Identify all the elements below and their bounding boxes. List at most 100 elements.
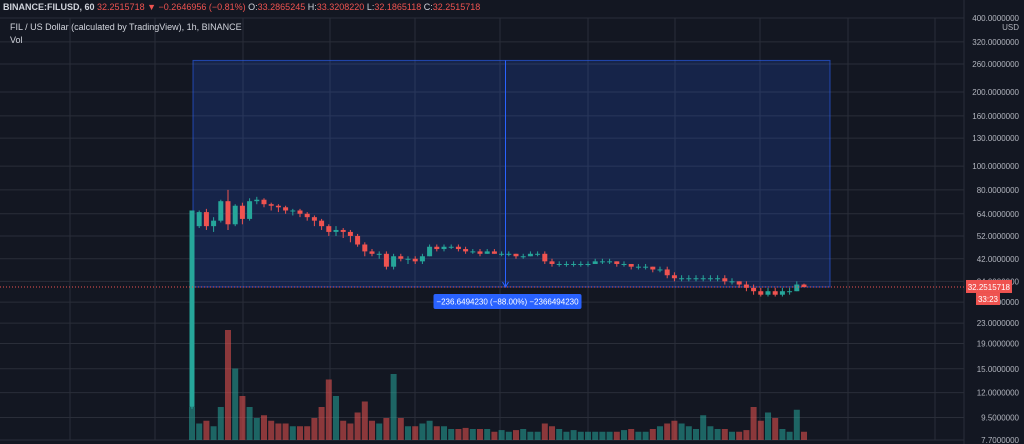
candle-body bbox=[369, 251, 375, 254]
candle-body bbox=[506, 253, 512, 255]
candle-body bbox=[571, 263, 577, 265]
volume-bar bbox=[779, 429, 786, 440]
candle-series bbox=[189, 189, 807, 409]
candle-body bbox=[218, 201, 224, 221]
volume-bar bbox=[664, 423, 671, 440]
candle-body bbox=[304, 213, 310, 218]
volume-bar bbox=[246, 407, 253, 440]
volume-bar bbox=[498, 430, 505, 440]
volume-bar bbox=[714, 429, 721, 440]
candle-body bbox=[347, 231, 353, 236]
candle-body bbox=[779, 291, 785, 295]
candle-body bbox=[700, 278, 706, 280]
candle-body bbox=[729, 281, 735, 283]
candle-body bbox=[578, 263, 584, 265]
price-change: −0.2646956 (−0.81%) bbox=[158, 2, 246, 12]
countdown-label: 33:23 bbox=[978, 295, 999, 304]
volume-bar bbox=[196, 423, 203, 440]
volume-bar bbox=[268, 420, 275, 440]
volume-bar bbox=[297, 426, 303, 440]
candle-body bbox=[607, 261, 613, 263]
volume-bar bbox=[448, 429, 455, 440]
volume-bar bbox=[757, 420, 764, 440]
candle-body bbox=[283, 207, 289, 211]
volume-bar bbox=[347, 423, 354, 440]
candle-body bbox=[448, 246, 454, 248]
volume-label[interactable]: Vol bbox=[10, 35, 23, 45]
candle-body bbox=[664, 269, 670, 276]
price-axis: 400.0000000 320.0000000 260.0000000 200.000… bbox=[963, 0, 1020, 444]
candle-body bbox=[621, 263, 627, 265]
volume-bar bbox=[541, 423, 548, 440]
volume-bar bbox=[340, 420, 347, 440]
candle-body bbox=[355, 235, 361, 245]
candle-body bbox=[391, 256, 397, 267]
volume-bar bbox=[649, 429, 656, 440]
candle-body bbox=[311, 217, 317, 221]
candle-body bbox=[535, 253, 541, 255]
countdown-box bbox=[976, 292, 1000, 305]
chart-subtitle: FIL / US Dollar (calculated by TradingVi… bbox=[10, 22, 242, 32]
price-tick-label: 23.0000000 bbox=[977, 319, 1020, 328]
low-label: L: bbox=[366, 2, 375, 12]
volume-bar bbox=[261, 415, 267, 440]
price-tick-label: 19.0000000 bbox=[977, 340, 1020, 349]
candle-body bbox=[412, 258, 418, 262]
candle-body bbox=[203, 212, 209, 227]
candle-body bbox=[211, 220, 217, 227]
volume-bar bbox=[635, 431, 642, 440]
candle-body bbox=[520, 256, 526, 258]
candle-body bbox=[297, 210, 303, 214]
measure-arrow-icon bbox=[502, 281, 509, 288]
volume-bar bbox=[289, 426, 296, 440]
volume-bar bbox=[563, 431, 570, 440]
volume-bar bbox=[642, 431, 649, 440]
volume-bar bbox=[361, 401, 368, 440]
volume-bar bbox=[383, 418, 390, 440]
candle-body bbox=[189, 210, 195, 407]
candle-body bbox=[419, 256, 425, 262]
volume-bar bbox=[657, 426, 663, 440]
candle-body bbox=[592, 261, 598, 264]
candle-body bbox=[513, 253, 519, 257]
candle-body bbox=[758, 291, 764, 295]
volume-bar bbox=[217, 407, 224, 440]
candle-body bbox=[657, 269, 663, 271]
close-value: 32.2515718 bbox=[432, 2, 481, 12]
candle-body bbox=[398, 256, 404, 259]
volume-bar bbox=[369, 420, 375, 440]
candle-body bbox=[333, 229, 339, 232]
candle-body bbox=[650, 266, 656, 270]
volume-bar bbox=[678, 423, 685, 440]
high-label: H: bbox=[307, 2, 317, 12]
volume-bar bbox=[441, 426, 447, 440]
volume-bar bbox=[801, 431, 807, 440]
candle-body bbox=[787, 291, 793, 293]
candle-body bbox=[463, 249, 469, 252]
volume-bar bbox=[325, 379, 332, 440]
candle-body bbox=[470, 251, 476, 253]
candle-body bbox=[247, 201, 253, 219]
candle-body bbox=[434, 246, 440, 250]
candle-body bbox=[722, 278, 728, 282]
volume-bar bbox=[685, 426, 692, 440]
price-tick-label: 260.0000000 bbox=[972, 60, 1019, 69]
volume-bar bbox=[707, 426, 714, 440]
volume-bar bbox=[534, 431, 541, 440]
close-label: C: bbox=[423, 2, 433, 12]
volume-bar bbox=[621, 430, 627, 440]
price-tick-label: 7.7000000 bbox=[981, 436, 1019, 444]
volume-bar bbox=[433, 426, 440, 440]
axis-currency-label: USD bbox=[1002, 23, 1019, 32]
volume-bar bbox=[412, 426, 419, 440]
price-tag-label: 32.2515718 bbox=[968, 283, 1011, 292]
candle-body bbox=[491, 251, 497, 254]
price-tick-label: 400.0000000 bbox=[972, 14, 1019, 23]
candle-body bbox=[499, 253, 505, 255]
volume-bar bbox=[376, 423, 383, 440]
symbol-name[interactable]: BINANCE:FILUSD, 60 bbox=[3, 2, 95, 12]
candle-body bbox=[556, 263, 562, 265]
volume-bar bbox=[225, 330, 231, 440]
candle-body bbox=[751, 287, 757, 292]
